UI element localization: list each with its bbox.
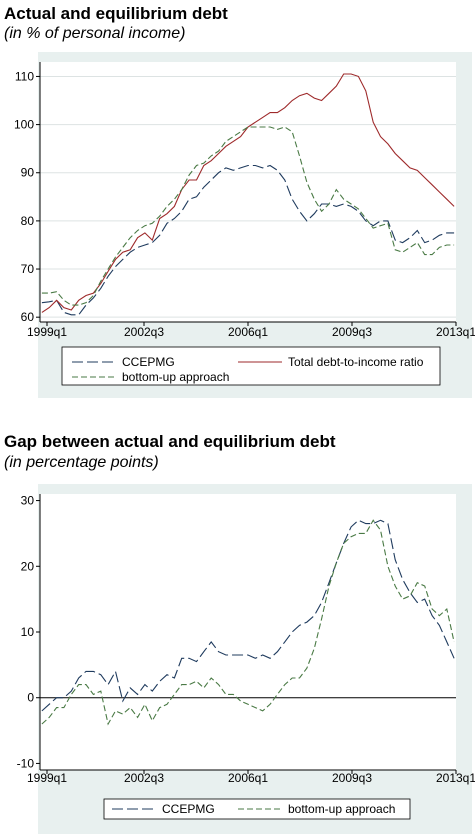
legend-box bbox=[61, 346, 441, 386]
y-tick-label: 70 bbox=[21, 262, 35, 276]
series-line-2 bbox=[41, 73, 455, 313]
y-tick-label: 30 bbox=[21, 494, 35, 508]
y-tick-label: 110 bbox=[15, 69, 34, 83]
chart1: 60 70 80 90 100 110 1999q1 2002q3 2006q1 2009q3 20… bbox=[14, 52, 475, 398]
x-tick-label: 2002q3 bbox=[124, 771, 164, 785]
y-tick-label: -10 bbox=[17, 756, 35, 770]
y-tick-label: 90 bbox=[21, 166, 35, 180]
series-line-2 bbox=[41, 519, 455, 726]
legend-label: bottom-up approach bbox=[288, 802, 395, 816]
x-tick-label: 1999q1 bbox=[27, 325, 67, 339]
x-tick-label: 2009q3 bbox=[332, 771, 372, 785]
y-tick-label: 100 bbox=[14, 118, 34, 132]
chart1-subtitle: (in % of personal income) bbox=[4, 25, 186, 42]
legend-label: Total debt-to-income ratio bbox=[288, 355, 424, 369]
legend-label: bottom-up approach bbox=[122, 370, 229, 384]
legend-label: CCEPMG bbox=[122, 355, 175, 369]
y-tick-label: 10 bbox=[21, 625, 35, 639]
chart1-plot-area bbox=[40, 62, 456, 322]
y-tick-label: 20 bbox=[21, 559, 35, 573]
y-tick-label: 60 bbox=[21, 310, 35, 324]
x-tick-label: 2006q1 bbox=[228, 771, 268, 785]
chart2-subtitle: (in percentage points) bbox=[4, 454, 159, 471]
x-tick-label: 2013q1 bbox=[436, 771, 475, 785]
series-line-1 bbox=[41, 164, 455, 316]
y-tick-label: 80 bbox=[21, 214, 35, 228]
legend-label: CCEPMG bbox=[162, 802, 215, 816]
x-tick-label: 2006q1 bbox=[228, 325, 268, 339]
chart2: -10 0 10 20 30 1999q1 2002q3 2006q1 2009q3 2013q1… bbox=[17, 484, 475, 834]
x-tick-label: 2002q3 bbox=[124, 325, 164, 339]
x-tick-label: 1999q1 bbox=[27, 771, 67, 785]
chart2-title: Gap between actual and equilibrium debt bbox=[4, 432, 336, 451]
series-line-3 bbox=[41, 126, 455, 306]
y-tick-label: 0 bbox=[27, 691, 34, 705]
x-tick-label: 2009q3 bbox=[332, 325, 372, 339]
series-line-1 bbox=[41, 519, 455, 712]
chart2-plot-area bbox=[40, 494, 456, 770]
x-tick-label: 2013q1 bbox=[436, 325, 475, 339]
chart1-title: Actual and equilibrium debt bbox=[4, 4, 228, 23]
